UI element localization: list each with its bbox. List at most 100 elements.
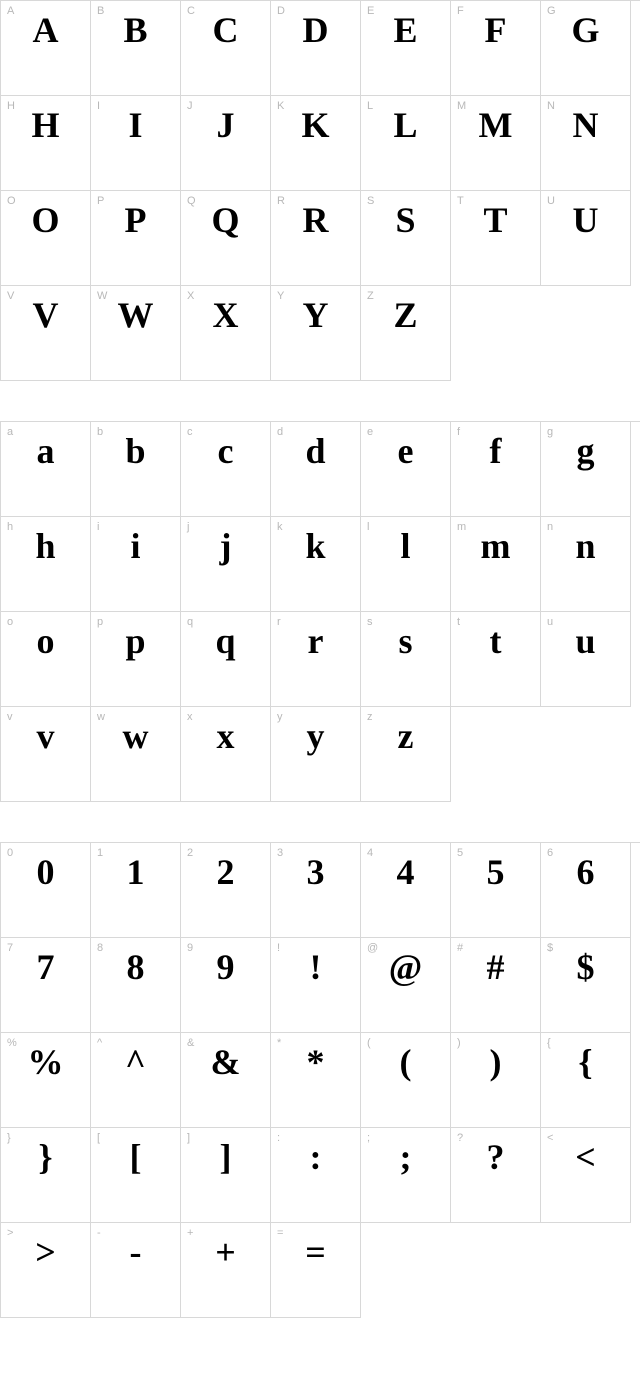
glyph-cell: 11 xyxy=(91,843,181,938)
glyph-display: ( xyxy=(361,1041,450,1084)
glyph-cell: 00 xyxy=(1,843,91,938)
glyph-cell: YY xyxy=(271,286,361,381)
glyph-cell: HH xyxy=(1,96,91,191)
glyph-display: 6 xyxy=(541,851,630,894)
glyph-display: # xyxy=(451,946,540,989)
glyph-display: h xyxy=(1,525,90,568)
glyph-display: ! xyxy=(271,946,360,989)
glyph-cell: AA xyxy=(1,1,91,96)
glyph-cell: 22 xyxy=(181,843,271,938)
section-lowercase: aabbccddeeffgghhiijjkkllmmnnooppqqrrsstt… xyxy=(0,421,640,802)
glyph-cell: >> xyxy=(1,1223,91,1318)
glyph-cell: ii xyxy=(91,517,181,612)
section-digits-symbols: 00112233445566778899!!@@##$$%%^^&&**(())… xyxy=(0,842,640,1318)
glyph-cell: CC xyxy=(181,1,271,96)
glyph-display: 7 xyxy=(1,946,90,989)
glyph-cell: NN xyxy=(541,96,631,191)
glyph-cell: ww xyxy=(91,707,181,802)
glyph-display: i xyxy=(91,525,180,568)
glyph-cell: -- xyxy=(91,1223,181,1318)
glyph-display: x xyxy=(181,715,270,758)
glyph-cell: SS xyxy=(361,191,451,286)
glyph-display: w xyxy=(91,715,180,758)
glyph-display: } xyxy=(1,1136,90,1179)
glyph-cell: RR xyxy=(271,191,361,286)
glyph-cell: 88 xyxy=(91,938,181,1033)
glyph-display: 1 xyxy=(91,851,180,894)
glyph-display: * xyxy=(271,1041,360,1084)
glyph-display: M xyxy=(451,104,540,147)
glyph-display: @ xyxy=(361,946,450,989)
glyph-display: l xyxy=(361,525,450,568)
glyph-display: r xyxy=(271,620,360,663)
glyph-cell: QQ xyxy=(181,191,271,286)
glyph-grid: 00112233445566778899!!@@##$$%%^^&&**(())… xyxy=(0,842,640,1318)
glyph-display: O xyxy=(1,199,90,242)
glyph-cell: 99 xyxy=(181,938,271,1033)
glyph-cell: )) xyxy=(451,1033,541,1128)
glyph-cell: ## xyxy=(451,938,541,1033)
glyph-cell: oo xyxy=(1,612,91,707)
section-uppercase: AABBCCDDEEFFGGHHIIJJKKLLMMNNOOPPQQRRSSTT… xyxy=(0,0,640,381)
glyph-display: F xyxy=(451,9,540,52)
glyph-display: u xyxy=(541,620,630,663)
glyph-display: A xyxy=(1,9,90,52)
glyph-display: H xyxy=(1,104,90,147)
glyph-display: t xyxy=(451,620,540,663)
glyph-cell: WW xyxy=(91,286,181,381)
glyph-display: > xyxy=(1,1231,90,1274)
glyph-cell: OO xyxy=(1,191,91,286)
glyph-display: : xyxy=(271,1136,360,1179)
glyph-cell: II xyxy=(91,96,181,191)
glyph-display: f xyxy=(451,430,540,473)
glyph-cell: 66 xyxy=(541,843,631,938)
glyph-cell: vv xyxy=(1,707,91,802)
glyph-display: L xyxy=(361,104,450,147)
glyph-cell: ll xyxy=(361,517,451,612)
glyph-display: 9 xyxy=(181,946,270,989)
glyph-display: o xyxy=(1,620,90,663)
glyph-display: p xyxy=(91,620,180,663)
glyph-cell: LL xyxy=(361,96,451,191)
glyph-display: Y xyxy=(271,294,360,337)
glyph-display: R xyxy=(271,199,360,242)
glyph-cell: }} xyxy=(1,1128,91,1223)
glyph-cell: kk xyxy=(271,517,361,612)
glyph-display: X xyxy=(181,294,270,337)
glyph-cell: ]] xyxy=(181,1128,271,1223)
glyph-display: Q xyxy=(181,199,270,242)
glyph-cell: BB xyxy=(91,1,181,96)
glyph-display: j xyxy=(181,525,270,568)
glyph-display: 3 xyxy=(271,851,360,894)
glyph-display: s xyxy=(361,620,450,663)
glyph-grid: AABBCCDDEEFFGGHHIIJJKKLLMMNNOOPPQQRRSSTT… xyxy=(0,0,640,381)
glyph-display: b xyxy=(91,430,180,473)
glyph-cell: 44 xyxy=(361,843,451,938)
glyph-cell: !! xyxy=(271,938,361,1033)
glyph-display: 2 xyxy=(181,851,270,894)
glyph-display: 4 xyxy=(361,851,450,894)
glyph-display: E xyxy=(361,9,450,52)
glyph-display: V xyxy=(1,294,90,337)
glyph-cell: TT xyxy=(451,191,541,286)
glyph-cell: 77 xyxy=(1,938,91,1033)
glyph-display: 8 xyxy=(91,946,180,989)
glyph-cell: ff xyxy=(451,422,541,517)
glyph-display: S xyxy=(361,199,450,242)
glyph-display: z xyxy=(361,715,450,758)
glyph-cell: GG xyxy=(541,1,631,96)
glyph-display: { xyxy=(541,1041,630,1084)
glyph-display: 5 xyxy=(451,851,540,894)
glyph-display: k xyxy=(271,525,360,568)
glyph-display: ? xyxy=(451,1136,540,1179)
glyph-display: g xyxy=(541,430,630,473)
glyph-display: - xyxy=(91,1231,180,1274)
glyph-cell: 55 xyxy=(451,843,541,938)
glyph-display: = xyxy=(271,1231,360,1274)
glyph-cell: :: xyxy=(271,1128,361,1223)
glyph-display: K xyxy=(271,104,360,147)
glyph-cell: KK xyxy=(271,96,361,191)
glyph-display: ) xyxy=(451,1041,540,1084)
glyph-display: $ xyxy=(541,946,630,989)
glyph-display: ] xyxy=(181,1136,270,1179)
